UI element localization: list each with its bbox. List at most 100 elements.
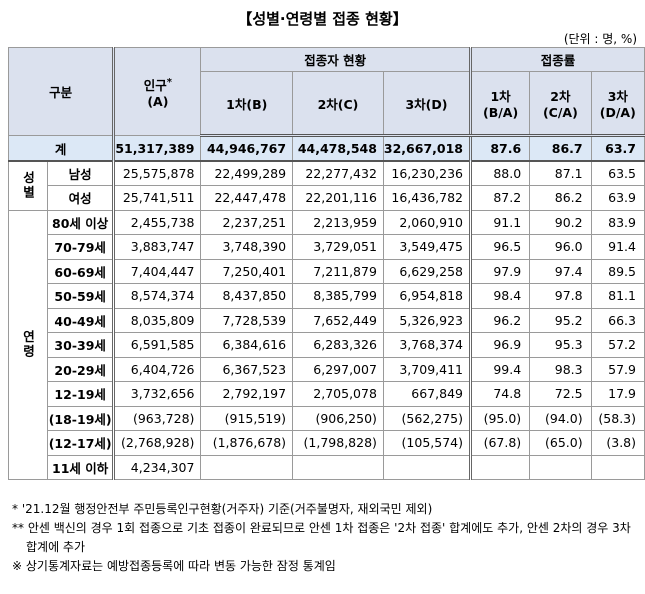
table-row: 60-69세 7,404,447 7,250,401 7,211,879 6,629,2… [9, 258, 645, 284]
note: * '21.12월 행정안전부 주민등록인구현황(거주자) 기준(거주불명자, … [12, 502, 433, 516]
title: 【성별·연령별 접종 현황】 [237, 10, 408, 28]
header-text: 인구 [143, 77, 167, 93]
table-cell: 91.1 [468, 209, 531, 235]
table-row: 30-39세 6,591,585 6,384,616 6,283,326 3,768,3… [9, 332, 645, 358]
table-cell: 72.5 [529, 381, 592, 407]
table-cell: 74.8 [468, 381, 531, 407]
table-cell: 89.5 [590, 258, 645, 284]
table-cell: 7,250,401 [200, 258, 294, 284]
table-cell: 87.6 [468, 135, 531, 162]
header-cell: 3차(D) [382, 71, 471, 137]
table-cell: 97.8 [529, 283, 592, 309]
table-cell: 63.7 [590, 135, 645, 162]
table-cell: 87.1 [529, 160, 592, 186]
table-cell: 7,211,879 [292, 258, 384, 284]
empty-cell [292, 454, 384, 480]
header-cell: 1차 (B/A) [468, 71, 531, 137]
empty-cell [200, 454, 294, 480]
header-cell: 접종률 [468, 47, 645, 72]
table: 구분 인구* (A) 접종자 현황 접종률 1차(B) 2차(C) 3차(D) 1차 (B… [7, 47, 645, 480]
table-cell: 2,213,959 [292, 209, 384, 235]
row-label: 남성 [46, 160, 115, 186]
group-label: 연령 [8, 209, 48, 480]
table-cell: 98.3 [529, 356, 592, 382]
table-cell: 22,277,432 [292, 160, 384, 186]
table-cell: 3,768,374 [382, 332, 471, 358]
table-cell: (3.8) [590, 430, 645, 456]
table-cell: (67.8) [468, 430, 531, 456]
table-cell: 2,705,078 [292, 381, 384, 407]
table-row: 40-49세 8,035,809 7,728,539 7,652,449 5,326,9… [9, 307, 645, 333]
table-cell: 6,283,326 [292, 332, 384, 358]
table-cell: 3,883,747 [112, 234, 202, 260]
header-cell: 1차(B) [200, 71, 294, 137]
table-cell: 2,237,251 [200, 209, 294, 235]
table-row: 50-59세 8,574,374 8,437,850 8,385,799 6,954,8… [9, 283, 645, 309]
table-cell: 7,728,539 [200, 307, 294, 333]
table-cell: 88.0 [468, 160, 531, 186]
table-row: 20-29세 6,404,726 6,367,523 6,297,007 3,709,4… [9, 356, 645, 382]
table-cell: (65.0) [529, 430, 592, 456]
table-cell: 96.9 [468, 332, 531, 358]
header-cell: 구분 [7, 47, 115, 136]
table-cell: 63.9 [590, 185, 645, 211]
header-text: (D/A) [599, 105, 636, 120]
table-cell: 96.5 [468, 234, 531, 260]
table-cell: 2,455,738 [112, 209, 202, 235]
row-label: (18-19세) [46, 405, 115, 431]
table-cell: 6,384,616 [200, 332, 294, 358]
row-label: 11세 이하 [46, 454, 115, 480]
row-label: 80세 이상 [46, 209, 115, 235]
table-cell: 22,447,478 [200, 185, 294, 211]
table-row: 12-19세 3,732,656 2,792,197 2,705,078 667,849… [9, 381, 645, 407]
header-text: 2차 [550, 89, 571, 104]
table-cell: 6,367,523 [200, 356, 294, 382]
table-cell: 96.0 [529, 234, 592, 260]
header-cell: 접종자 현황 [200, 47, 471, 72]
table-row: 70-79세 3,883,747 3,748,390 3,729,051 3,549,4… [9, 234, 645, 260]
table-cell: 7,652,449 [292, 307, 384, 333]
table-cell: 25,741,511 [112, 185, 202, 211]
table-cell: 3,732,656 [112, 381, 202, 407]
table-cell: 86.2 [529, 185, 592, 211]
table-cell: (1,798,828) [292, 430, 384, 456]
note: ** 안센 백신의 경우 1회 접종으로 기초 접종이 완료되므로 안센 1차 … [12, 521, 631, 554]
table-cell: (58.3) [590, 405, 645, 431]
table-cell: 57.9 [590, 356, 645, 382]
table-cell: 57.2 [590, 332, 645, 358]
table-cell: 22,499,289 [200, 160, 294, 186]
table-cell: 44,946,767 [200, 135, 294, 162]
table-cell: 44,478,548 [292, 135, 384, 162]
table-row: (18-19세) (963,728) (915,519) (906,250) (562,… [9, 405, 645, 431]
table-row: 11세 이하 4,234,307 [9, 454, 645, 480]
table-row: 여성 25,741,511 22,447,478 22,201,116 16,436,7… [9, 185, 645, 211]
table-row: 연령 80세 이상 2,455,738 2,237,251 2,213,959 2,060… [8, 209, 645, 480]
header-text: 1차 [490, 89, 511, 104]
table-cell: 3,709,411 [382, 356, 471, 382]
row-label: 50-59세 [46, 283, 115, 309]
table-cell: 6,404,726 [112, 356, 202, 382]
table-cell: 3,729,051 [292, 234, 384, 260]
table-cell: 4,234,307 [112, 454, 202, 480]
table-cell: 16,230,236 [382, 160, 471, 186]
header-cell: 인구* (A) [112, 47, 202, 136]
table-cell: (562,275) [382, 405, 471, 431]
table-cell: 6,591,585 [112, 332, 202, 358]
table-row: (12-17세) (2,768,928) (1,876,678) (1,798,828… [9, 430, 645, 456]
table-cell: 83.9 [590, 209, 645, 235]
total-row: 계 51,317,389 44,946,767 44,478,548 32,667,01… [7, 135, 645, 162]
row-label: 40-49세 [46, 307, 115, 333]
table-row: 성별 남성 25,575,878 22,499,289 22,277,432 16,230… [8, 160, 645, 211]
table-cell: (95.0) [468, 405, 531, 431]
table-cell: 6,954,818 [382, 283, 471, 309]
table-cell: 2,792,197 [200, 381, 294, 407]
header-text: (C/A) [542, 105, 578, 120]
row-label: 70-79세 [46, 234, 115, 260]
table-cell: 99.4 [468, 356, 531, 382]
table-cell: 6,629,258 [382, 258, 471, 284]
table-cell: 95.2 [529, 307, 592, 333]
header-text: 3차 [607, 89, 628, 104]
row-label: 12-19세 [46, 381, 115, 407]
group-label: 성별 [8, 160, 48, 211]
